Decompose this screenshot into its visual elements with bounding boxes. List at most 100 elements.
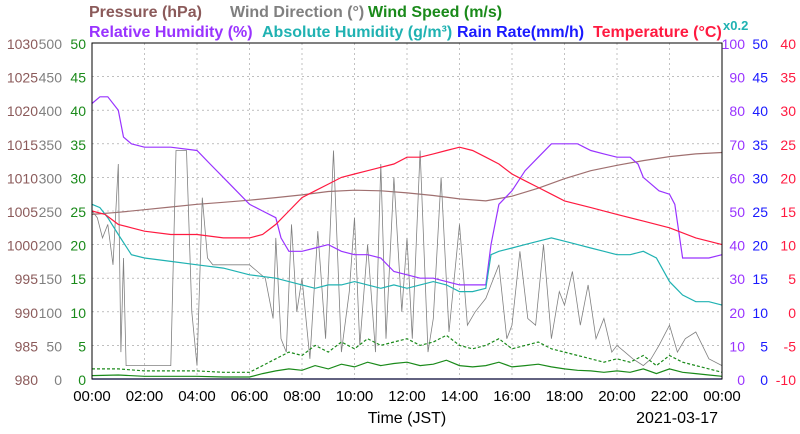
tick-x: 08:00 — [283, 388, 321, 405]
tick-x: 02:00 — [126, 388, 164, 405]
tick-temp: 25 — [780, 137, 796, 153]
tick-rh: 40 — [729, 238, 745, 254]
tick-rh: 90 — [729, 70, 745, 86]
tick-rh: 10 — [729, 338, 745, 354]
tick-pressure: 1010 — [7, 170, 38, 186]
axes: 1030102510201015101010051000995990985980… — [7, 36, 796, 405]
tick-temp: 15 — [780, 204, 796, 220]
tick-x: 20:00 — [598, 388, 636, 405]
tick-wind_speed: 20 — [70, 238, 86, 254]
legend-rh: Relative Humidity (%) — [89, 24, 253, 41]
tick-temp: 35 — [780, 70, 796, 86]
legend-wind_dir: Wind Direction (°) — [230, 4, 364, 21]
tick-rain: 15 — [752, 271, 768, 287]
series-wind_speed — [91, 359, 723, 378]
tick-temp: -5 — [784, 338, 797, 354]
tick-wind_dir: 100 — [39, 305, 63, 321]
tick-rain: 20 — [752, 238, 768, 254]
tick-rh: 100 — [722, 36, 746, 52]
tick-temp: 5 — [788, 271, 796, 287]
tick-rh: 60 — [729, 170, 745, 186]
tick-rain: 40 — [752, 103, 768, 119]
tick-temp: -10 — [776, 372, 796, 388]
tick-x: 10:00 — [336, 388, 374, 405]
tick-pressure: 1000 — [7, 238, 38, 254]
tick-rh: 30 — [729, 271, 745, 287]
tick-pressure: 995 — [15, 271, 39, 287]
tick-wind_dir: 0 — [54, 372, 62, 388]
tick-wind_speed: 40 — [70, 103, 86, 119]
tick-x: 14:00 — [441, 388, 479, 405]
legend-rain: Rain Rate(mm/h) — [457, 24, 584, 41]
tick-rain: 30 — [752, 170, 768, 186]
series-wind_speed_max — [92, 334, 723, 373]
tick-wind_dir: 350 — [39, 137, 63, 153]
tick-wind_speed: 35 — [70, 137, 86, 153]
tick-rain: 50 — [752, 36, 768, 52]
tick-wind_dir: 150 — [39, 271, 63, 287]
tick-rain: 5 — [760, 338, 768, 354]
tick-wind_speed: 0 — [78, 372, 86, 388]
x-axis-label: Time (JST) — [368, 410, 447, 427]
tick-pressure: 1030 — [7, 36, 38, 52]
tick-wind_speed: 45 — [70, 70, 86, 86]
legend-pressure: Pressure (hPa) — [89, 4, 202, 21]
tick-pressure: 1005 — [7, 204, 38, 220]
tick-rh: 50 — [729, 204, 745, 220]
tick-pressure: 1025 — [7, 70, 38, 86]
legend-ah: Absolute Humidity (g/m³) — [262, 24, 452, 41]
tick-rh: 70 — [729, 137, 745, 153]
tick-pressure: 1015 — [7, 137, 38, 153]
tick-rh: 80 — [729, 103, 745, 119]
tick-wind_dir: 300 — [39, 170, 63, 186]
plot-frame — [91, 42, 723, 380]
tick-rain: 45 — [752, 70, 768, 86]
legend-temp: Temperature (°C) — [593, 24, 722, 41]
tick-x: 22:00 — [651, 388, 689, 405]
series-ah — [91, 203, 723, 306]
tick-x: 12:00 — [388, 388, 426, 405]
tick-rain: 0 — [760, 372, 768, 388]
tick-x: 06:00 — [231, 388, 269, 405]
tick-rain: 25 — [752, 204, 768, 220]
tick-wind_dir: 50 — [46, 338, 62, 354]
tick-wind_dir: 400 — [39, 103, 63, 119]
tick-wind_speed: 25 — [70, 204, 86, 220]
tick-x: 16:00 — [493, 388, 531, 405]
grid — [92, 43, 722, 379]
legend-ah-scale: x0.2 — [723, 18, 748, 33]
tick-wind_dir: 250 — [39, 204, 63, 220]
series-pressure — [91, 151, 723, 215]
tick-wind_speed: 10 — [70, 305, 86, 321]
date-label: 2021-03-17 — [636, 410, 718, 427]
legend-wind_speed: Wind Speed (m/s) — [368, 4, 502, 21]
tick-temp: 40 — [780, 36, 796, 52]
tick-x: 04:00 — [178, 388, 216, 405]
tick-temp: 20 — [780, 170, 796, 186]
tick-rain: 35 — [752, 137, 768, 153]
legend: Pressure (hPa) Wind Direction (°) Wind Spe… — [89, 4, 748, 41]
series-temp — [91, 146, 723, 246]
series-wind_dir — [91, 150, 723, 367]
tick-x: 00:00 — [703, 388, 741, 405]
tick-wind_dir: 200 — [39, 238, 63, 254]
tick-rh: 20 — [729, 305, 745, 321]
tick-rain: 10 — [752, 305, 768, 321]
series-rh — [91, 96, 723, 286]
tick-temp: 0 — [788, 305, 796, 321]
tick-rh: 0 — [737, 372, 745, 388]
tick-wind_speed: 50 — [70, 36, 86, 52]
tick-pressure: 985 — [15, 338, 39, 354]
tick-wind_dir: 450 — [39, 70, 63, 86]
tick-x: 00:00 — [73, 388, 111, 405]
tick-pressure: 990 — [15, 305, 39, 321]
tick-wind_dir: 500 — [39, 36, 63, 52]
tick-temp: 10 — [780, 238, 796, 254]
tick-pressure: 1020 — [7, 103, 38, 119]
tick-wind_speed: 30 — [70, 170, 86, 186]
tick-pressure: 980 — [15, 372, 39, 388]
tick-x: 18:00 — [546, 388, 584, 405]
tick-wind_speed: 5 — [78, 338, 86, 354]
tick-wind_speed: 15 — [70, 271, 86, 287]
